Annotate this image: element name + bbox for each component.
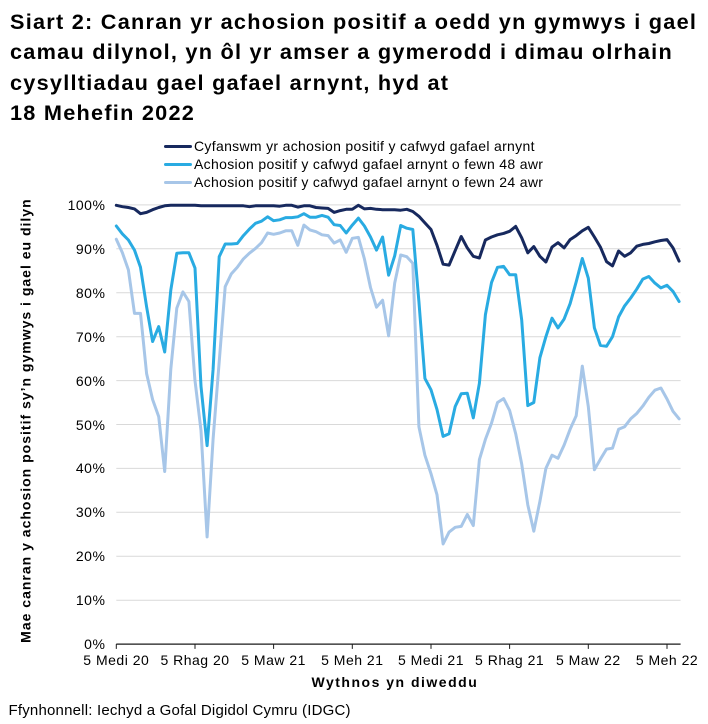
svg-text:Mae canran y achosion positif: Mae canran y achosion positif sy’n gymwy… xyxy=(18,198,34,642)
